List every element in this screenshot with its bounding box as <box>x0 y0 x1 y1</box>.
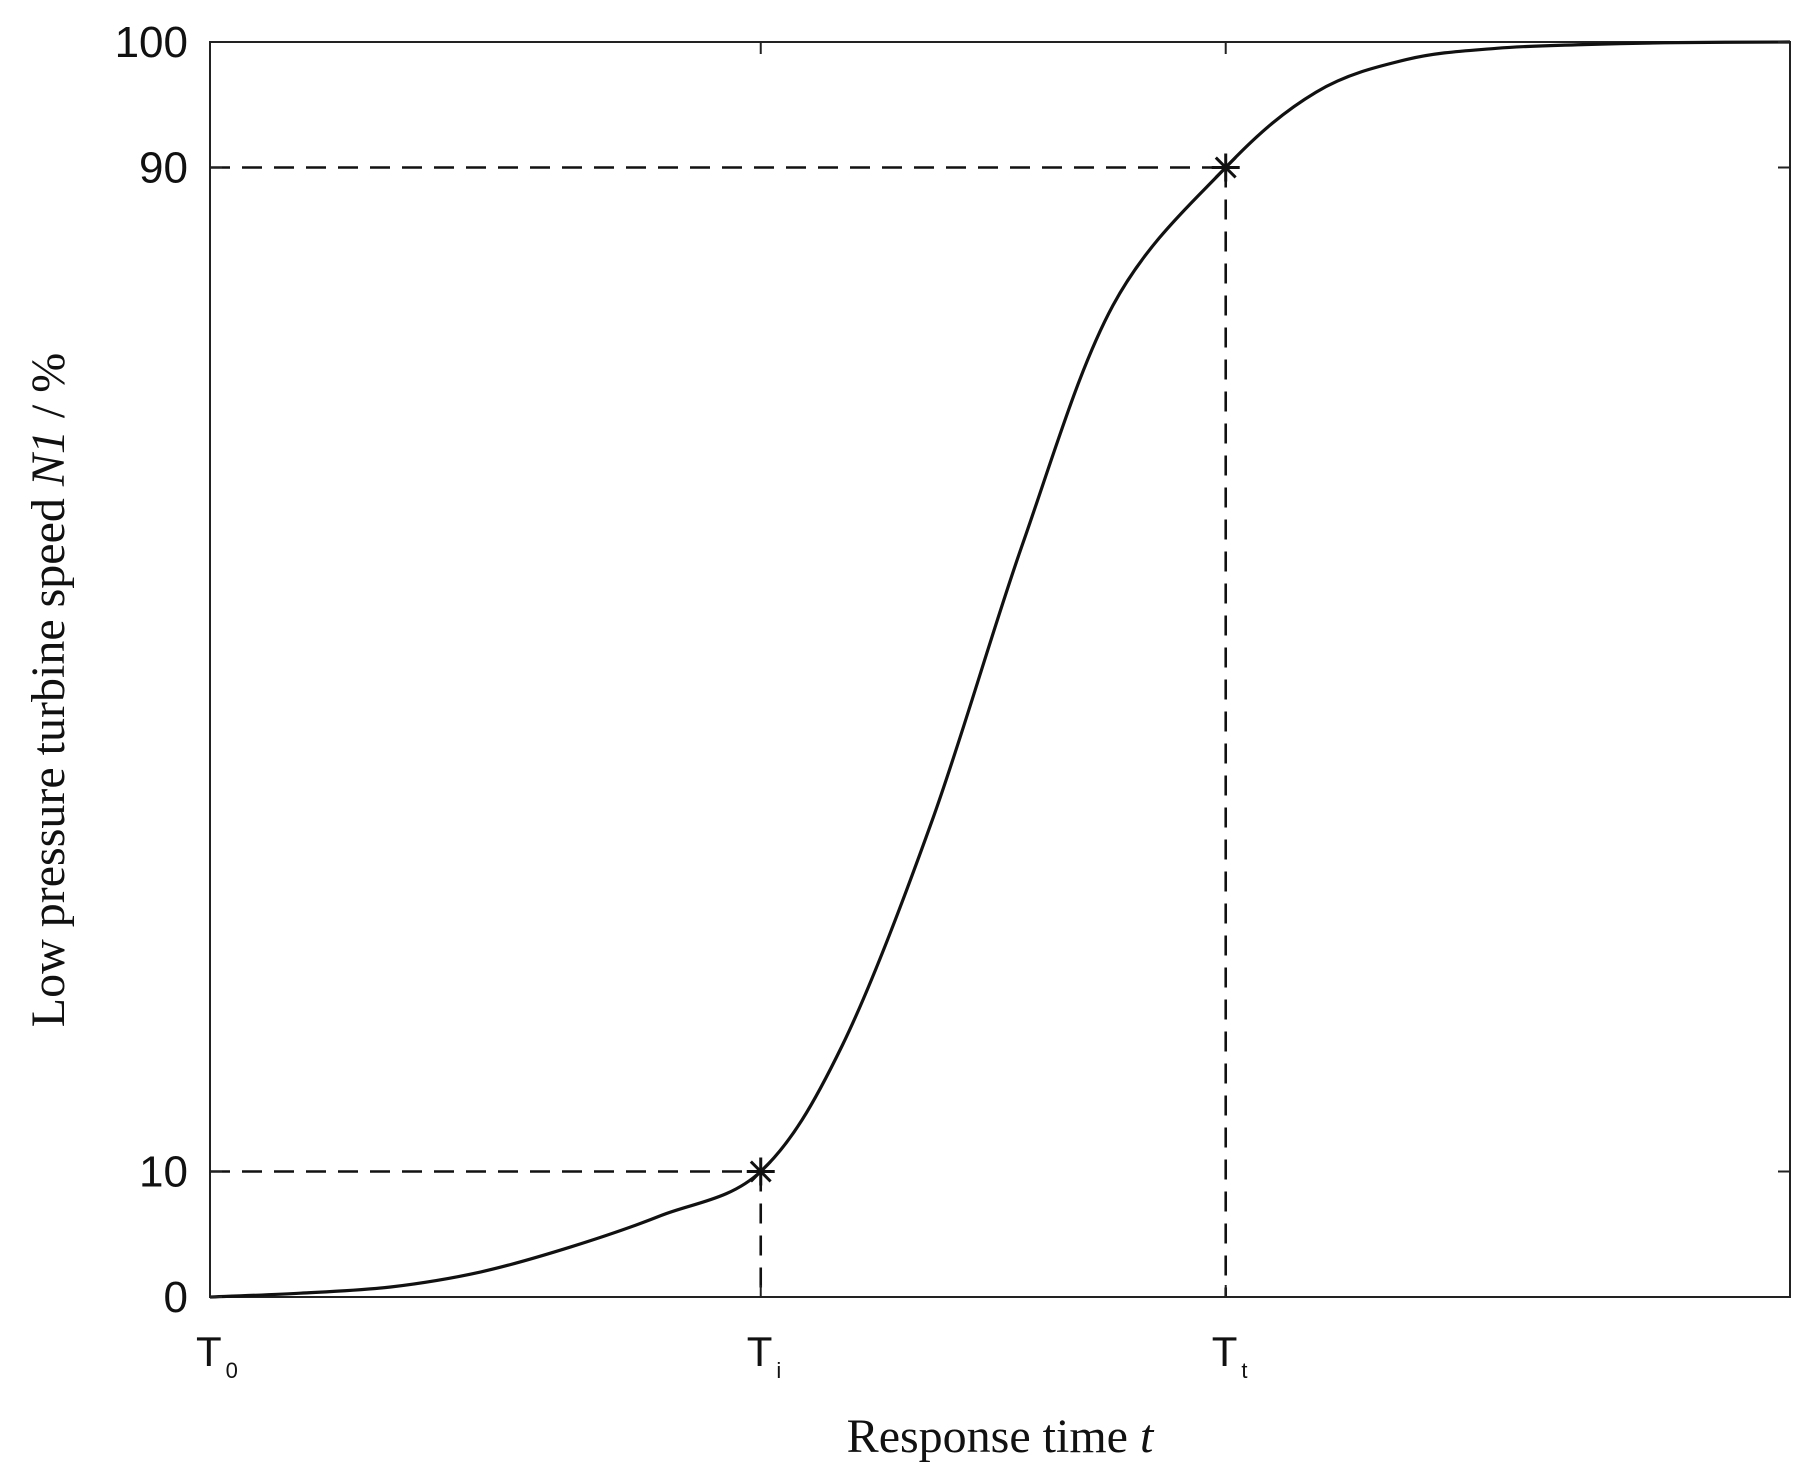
y-axis-ticks: 0 10 90 100 <box>115 18 1790 1322</box>
y-tick-label-2: 90 <box>139 144 188 193</box>
reference-lines <box>210 166 1228 1297</box>
x-axis-title: Response time t <box>847 1410 1155 1463</box>
y-axis-title: Low pressure turbine speed N1 / % <box>22 353 75 1028</box>
y-axis-title-text: Low pressure turbine speed <box>22 498 75 1027</box>
data-markers <box>746 153 1240 1186</box>
y-tick-label-1: 10 <box>139 1148 188 1197</box>
x-axis-title-variable: t <box>1140 1410 1155 1463</box>
x-axis-title-text: Response time <box>847 1410 1128 1463</box>
y-tick-label-3: 100 <box>115 18 188 67</box>
y-axis-title-variable: N1 <box>22 430 75 487</box>
series-line <box>209 40 1791 1299</box>
asterisk-marker-0 <box>746 1157 775 1186</box>
asterisk-marker-1 <box>1211 153 1240 182</box>
y-tick-label-0: 0 <box>164 1273 188 1322</box>
y-axis-title-unit: / % <box>22 353 75 430</box>
plot-frame <box>209 41 1791 1298</box>
